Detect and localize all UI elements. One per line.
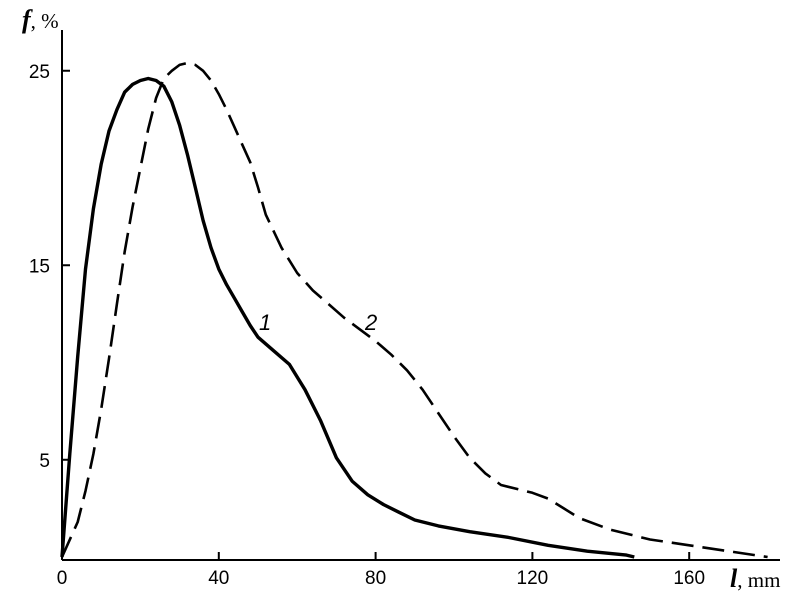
x-tick-label: 160 (673, 568, 705, 589)
x-tick-label: 0 (57, 568, 68, 589)
y-tick-label: 15 (29, 256, 50, 277)
y-tick-label: 25 (29, 62, 50, 83)
series-line-2 (60, 61, 768, 559)
x-axis-unit: , mm (737, 568, 780, 592)
y-axis-unit: , % (31, 9, 59, 33)
x-axis-symbol: l (730, 564, 738, 593)
y-axis-title: f, % (22, 5, 59, 34)
y-axis-symbol: f (22, 5, 33, 34)
y-tick-label: 5 (39, 451, 50, 472)
series-lines (60, 61, 768, 559)
series-label-2: 2 (364, 310, 377, 335)
x-tick-label: 120 (517, 568, 549, 589)
x-axis-ticks: 0 40 80 120 160 (57, 552, 705, 589)
x-tick-label: 80 (365, 568, 386, 589)
series-label-1: 1 (259, 310, 271, 335)
x-axis-title: l, mm (730, 564, 780, 593)
y-axis-ticks: 5 15 25 (29, 62, 70, 472)
x-tick-label: 40 (208, 568, 229, 589)
series-line-1 (60, 76, 635, 559)
